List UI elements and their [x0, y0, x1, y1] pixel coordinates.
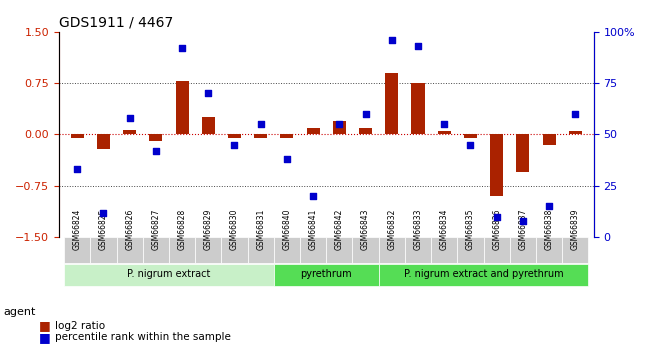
- Text: GSM66835: GSM66835: [466, 208, 475, 250]
- Point: [387, 37, 397, 42]
- Bar: [333, 121, 346, 134]
- FancyBboxPatch shape: [352, 237, 379, 263]
- Text: GSM66842: GSM66842: [335, 209, 344, 250]
- Text: GSM66834: GSM66834: [439, 208, 448, 250]
- FancyBboxPatch shape: [195, 237, 222, 263]
- Bar: [516, 134, 529, 172]
- Text: ■: ■: [39, 331, 51, 344]
- FancyBboxPatch shape: [116, 237, 143, 263]
- Bar: [280, 134, 294, 138]
- FancyBboxPatch shape: [274, 237, 300, 263]
- Text: GSM66832: GSM66832: [387, 209, 396, 250]
- Point: [413, 43, 423, 49]
- Point: [177, 45, 187, 51]
- Point: [255, 121, 266, 127]
- Bar: [254, 134, 267, 138]
- Bar: [569, 131, 582, 134]
- Bar: [437, 131, 451, 134]
- Point: [151, 148, 161, 154]
- Point: [229, 142, 240, 147]
- Text: GSM66824: GSM66824: [73, 209, 82, 250]
- Bar: [150, 134, 162, 141]
- Text: GSM66838: GSM66838: [545, 209, 554, 250]
- Bar: [411, 83, 424, 134]
- Text: GSM66839: GSM66839: [571, 208, 580, 250]
- Point: [281, 156, 292, 162]
- Text: ■: ■: [39, 319, 51, 333]
- FancyBboxPatch shape: [300, 237, 326, 263]
- Text: GSM66836: GSM66836: [492, 208, 501, 250]
- FancyBboxPatch shape: [326, 237, 352, 263]
- Text: GSM66825: GSM66825: [99, 209, 108, 250]
- Bar: [202, 117, 215, 134]
- Text: GSM66829: GSM66829: [204, 209, 213, 250]
- FancyBboxPatch shape: [562, 237, 588, 263]
- Text: GSM66837: GSM66837: [518, 208, 527, 250]
- Text: GSM66831: GSM66831: [256, 209, 265, 250]
- Point: [439, 121, 449, 127]
- FancyBboxPatch shape: [222, 237, 248, 263]
- Text: pyrethrum: pyrethrum: [300, 269, 352, 279]
- Point: [98, 210, 109, 215]
- Bar: [385, 73, 398, 134]
- Text: GSM66828: GSM66828: [177, 209, 187, 250]
- FancyBboxPatch shape: [248, 237, 274, 263]
- FancyBboxPatch shape: [536, 237, 562, 263]
- Bar: [123, 130, 136, 134]
- Point: [491, 214, 502, 219]
- FancyBboxPatch shape: [90, 237, 116, 263]
- Text: GSM66826: GSM66826: [125, 209, 134, 250]
- FancyBboxPatch shape: [484, 237, 510, 263]
- Bar: [490, 134, 503, 196]
- FancyBboxPatch shape: [431, 237, 458, 263]
- Text: GSM66840: GSM66840: [283, 208, 291, 250]
- Point: [517, 218, 528, 224]
- FancyBboxPatch shape: [274, 264, 379, 286]
- Point: [72, 167, 83, 172]
- Text: agent: agent: [3, 307, 36, 317]
- FancyBboxPatch shape: [458, 237, 484, 263]
- FancyBboxPatch shape: [64, 237, 90, 263]
- Text: GSM66830: GSM66830: [230, 208, 239, 250]
- Text: GDS1911 / 4467: GDS1911 / 4467: [59, 15, 173, 29]
- Text: GSM66833: GSM66833: [413, 208, 423, 250]
- FancyBboxPatch shape: [379, 264, 588, 286]
- Point: [570, 111, 580, 117]
- Bar: [307, 128, 320, 134]
- FancyBboxPatch shape: [379, 237, 405, 263]
- FancyBboxPatch shape: [143, 237, 169, 263]
- Bar: [97, 134, 110, 149]
- Bar: [359, 128, 372, 134]
- Bar: [176, 81, 188, 134]
- Point: [544, 204, 554, 209]
- Text: P. nigrum extract: P. nigrum extract: [127, 269, 211, 279]
- Bar: [464, 134, 477, 138]
- FancyBboxPatch shape: [64, 264, 274, 286]
- Point: [334, 121, 345, 127]
- Text: P. nigrum extract and pyrethrum: P. nigrum extract and pyrethrum: [404, 269, 564, 279]
- Point: [308, 193, 318, 199]
- Text: GSM66841: GSM66841: [309, 209, 318, 250]
- Text: GSM66827: GSM66827: [151, 209, 161, 250]
- FancyBboxPatch shape: [405, 237, 431, 263]
- Text: GSM66843: GSM66843: [361, 208, 370, 250]
- Bar: [228, 134, 241, 138]
- FancyBboxPatch shape: [510, 237, 536, 263]
- Text: percentile rank within the sample: percentile rank within the sample: [55, 333, 231, 342]
- Point: [465, 142, 476, 147]
- Bar: [543, 134, 556, 145]
- Text: log2 ratio: log2 ratio: [55, 321, 105, 331]
- Point: [203, 90, 213, 96]
- Point: [124, 115, 135, 121]
- Bar: [71, 134, 84, 138]
- FancyBboxPatch shape: [169, 237, 195, 263]
- Point: [360, 111, 370, 117]
